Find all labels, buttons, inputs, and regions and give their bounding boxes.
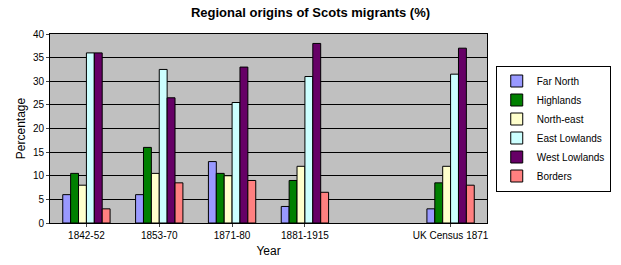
svg-text:East Lowlands: East Lowlands — [537, 133, 602, 144]
svg-text:5: 5 — [38, 194, 44, 205]
svg-text:Regional origins of Scots migr: Regional origins of Scots migrants (%) — [191, 5, 430, 20]
svg-text:35: 35 — [33, 52, 45, 63]
svg-text:10: 10 — [33, 170, 45, 181]
svg-text:Far North: Far North — [537, 76, 579, 87]
svg-text:20: 20 — [33, 123, 45, 134]
svg-text:1853-70: 1853-70 — [141, 230, 178, 241]
svg-text:25: 25 — [33, 99, 45, 110]
svg-text:Highlands: Highlands — [537, 95, 581, 106]
svg-text:Percentage: Percentage — [14, 97, 28, 159]
svg-text:40: 40 — [33, 29, 45, 40]
svg-text:15: 15 — [33, 147, 45, 158]
svg-text:1842-52: 1842-52 — [68, 230, 105, 241]
svg-text:0: 0 — [38, 218, 44, 229]
svg-text:West Lowlands: West Lowlands — [537, 152, 605, 163]
svg-text:1871-80: 1871-80 — [214, 230, 251, 241]
svg-text:Borders: Borders — [537, 171, 572, 182]
svg-text:North-east: North-east — [537, 114, 584, 125]
svg-text:Year: Year — [256, 244, 280, 258]
svg-text:30: 30 — [33, 76, 45, 87]
svg-text:UK Census 1871: UK Census 1871 — [413, 230, 489, 241]
svg-text:1881-1915: 1881-1915 — [281, 230, 329, 241]
